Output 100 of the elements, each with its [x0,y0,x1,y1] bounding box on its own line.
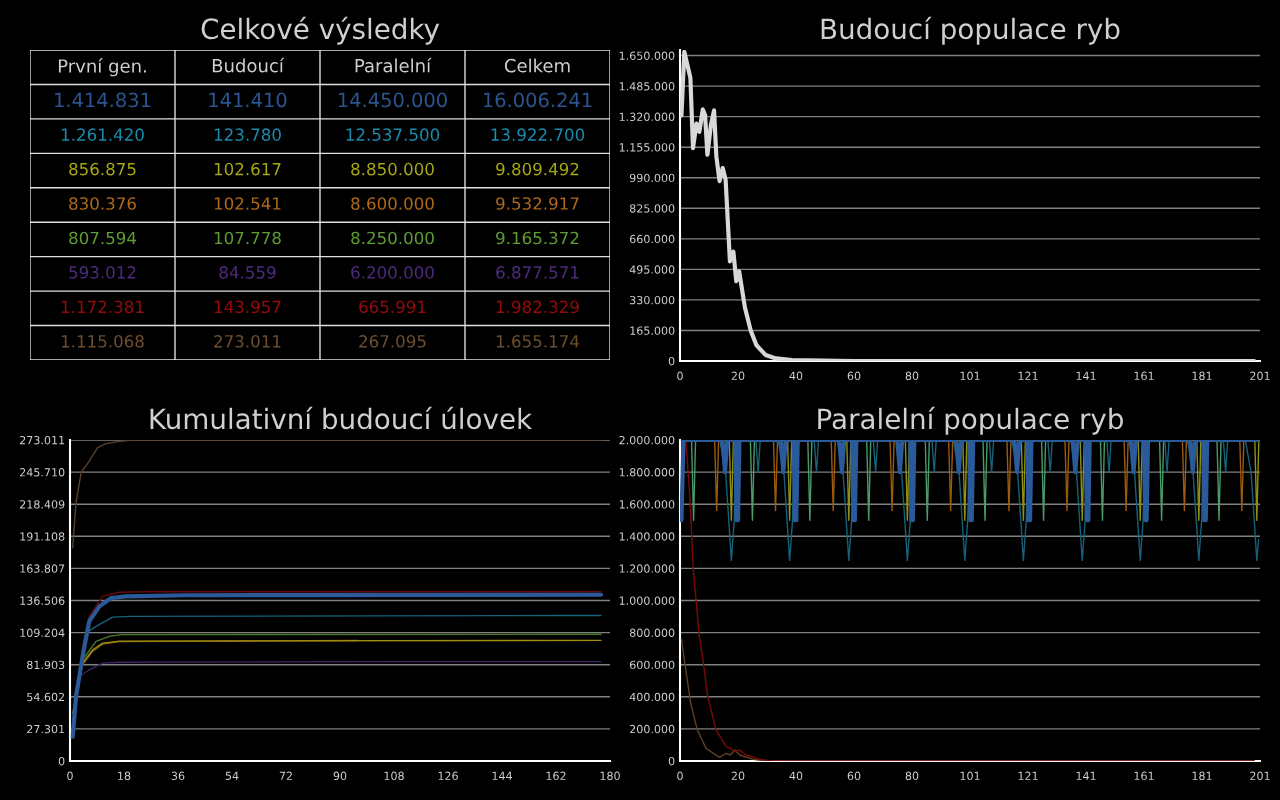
data-label: 830.376 [69,197,136,210]
data-label: 6.877.571 [496,266,579,279]
data-label: 1.172.381 [61,300,144,314]
data-label: 856.875 [69,162,136,176]
data-label: 8.850.000 [351,162,434,176]
y-tick-label: 1.000.000 [619,596,675,605]
data-label: 273.011 [214,335,281,348]
data-label: 1.655.174 [496,335,579,348]
data-label: 13.922.700 [491,128,585,141]
data-label: 267.095 [359,335,426,348]
data-label: 84.559 [219,266,276,279]
category-label: Celkem [504,58,570,73]
data-label: 102.541 [214,197,281,210]
y-tick-label: 163.807 [20,564,65,573]
y-tick-label: 1.800.000 [619,468,675,477]
y-tick-label: 660.000 [629,234,675,244]
category-label: Paralelní [355,57,432,73]
y-tick-label: 0 [668,356,675,366]
y-tick-label: 109.204 [20,628,65,637]
y-tick-label: 81.903 [27,660,65,670]
category-label: Budoucí [212,57,285,73]
x-tick-label: 80 [905,371,919,381]
x-tick-label: 101 [960,771,980,781]
y-tick-label: 27.301 [27,724,65,734]
x-tick-label: 141 [1076,371,1096,380]
y-tick-label: 218.409 [20,500,65,509]
data-label: 12.537.500 [346,128,440,141]
x-tick-label: 0 [677,771,683,781]
x-tick-label: 121 [1018,771,1038,780]
x-tick-label: 60 [847,771,861,781]
x-tick-label: 40 [789,771,803,781]
text: Celkové výsledky [201,16,440,45]
x-tick-label: 161 [1134,371,1154,381]
data-label: 141.410 [209,92,287,108]
data-label: 1.982.329 [496,300,579,314]
data-label: 6.200.000 [351,266,434,279]
data-label: 593.012 [69,266,136,279]
data-label: 9.809.492 [496,162,579,176]
x-tick-label: 126 [438,771,458,781]
y-tick-label: 0 [58,756,65,766]
y-tick-label: 825.000 [629,204,675,213]
y-tick-label: 330.000 [630,295,675,305]
y-tick-label: 800.000 [629,628,675,637]
x-tick-label: 72 [279,771,292,780]
data-label: 143.957 [214,300,281,314]
data-label: 9.532.917 [496,197,579,210]
x-tick-label: 40 [789,371,803,381]
x-tick-label: 201 [1250,371,1270,381]
y-tick-label: 600.000 [629,660,675,670]
x-tick-label: 201 [1250,771,1270,781]
data-label: 16.006.241 [483,92,592,108]
y-tick-label: 54.602 [27,692,65,702]
y-tick-label: 1.320.000 [619,112,675,122]
chart-title: Budoucí populace ryb [821,16,1120,45]
data-label: 807.594 [69,231,137,245]
chart-title: Kumulativní budoucí úlovek [150,406,533,430]
y-tick-label: 1.600.000 [619,500,675,509]
x-tick-label: 144 [492,771,512,780]
category-label: První gen. [58,58,146,77]
x-tick-label: 101 [960,371,980,381]
data-label: 1.414.831 [55,92,151,108]
y-tick-label: 191.108 [20,532,65,541]
y-tick-label: 2.000.000 [619,435,675,445]
y-tick-label: 1.485.000 [619,82,675,91]
y-tick-label: 1.400.000 [619,532,675,541]
y-tick-label: 273.011 [20,435,65,445]
x-tick-label: 0 [677,371,683,381]
y-tick-label: 165.000 [630,326,675,335]
y-tick-label: 200.000 [630,724,675,734]
y-tick-label: 0 [668,756,675,766]
data-label: 1.261.420 [61,128,144,141]
x-tick-label: 20 [731,371,745,381]
y-tick-label: 990.000 [629,173,675,183]
data-label: 8.250.000 [351,231,434,245]
y-tick-label: 400.000 [629,692,675,702]
data-label: 665.991 [359,300,426,314]
x-tick-label: 141 [1076,771,1096,780]
x-tick-label: 36 [171,771,185,781]
x-tick-label: 121 [1018,371,1038,380]
x-tick-label: 108 [384,771,404,781]
y-tick-label: 495.000 [629,265,675,274]
x-tick-label: 18 [118,771,131,781]
x-tick-label: 60 [847,371,861,381]
x-tick-label: 181 [1192,371,1212,381]
data-label: 9.165.372 [496,231,579,245]
y-tick-label: 1.200.000 [619,564,675,573]
x-tick-label: 180 [600,771,620,781]
data-label: 123.780 [214,128,281,141]
x-tick-label: 0 [67,771,73,781]
data-label: 8.600.000 [351,197,434,210]
x-tick-label: 181 [1192,771,1212,781]
y-tick-label: 136.506 [20,596,65,605]
y-tick-label: 1.650.000 [619,51,675,60]
chart-title: Paralelní populace ryb [818,406,1123,435]
x-tick-label: 90 [333,771,347,781]
data-label: 14.450.000 [338,92,447,108]
x-tick-label: 161 [1134,771,1154,781]
x-tick-label: 80 [905,771,919,781]
x-tick-label: 54 [225,771,239,781]
y-tick-label: 245.710 [20,468,65,477]
